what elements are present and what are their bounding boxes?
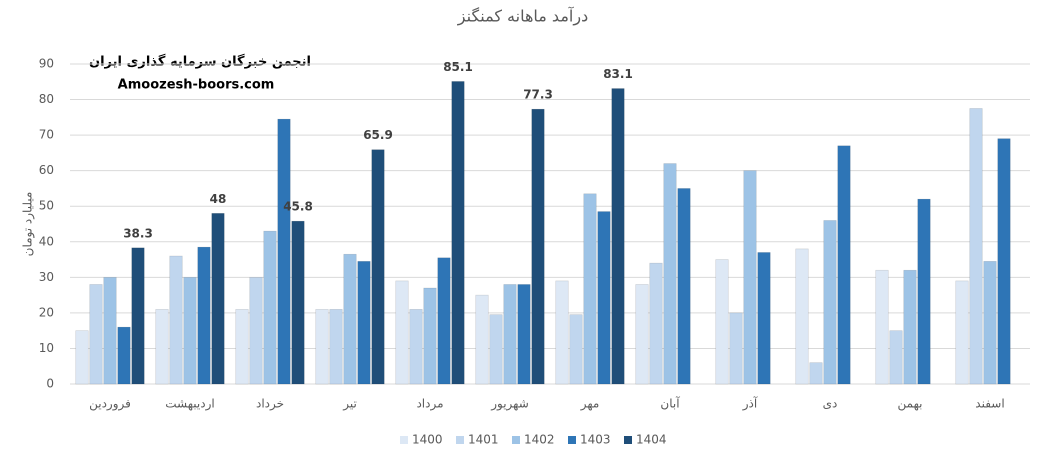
bar <box>729 312 743 385</box>
bar <box>743 170 757 385</box>
bar <box>155 309 169 385</box>
bar <box>277 118 291 385</box>
y-tick-label: 50 <box>39 199 54 213</box>
bar <box>475 294 489 385</box>
bar <box>663 163 677 385</box>
legend-label: 1402 <box>524 433 555 447</box>
bar <box>197 246 211 385</box>
bar <box>103 277 117 385</box>
bar <box>583 193 597 385</box>
bar <box>969 108 983 385</box>
data-label: 48 <box>210 192 227 206</box>
x-tick-label: آبان <box>660 396 680 411</box>
bar <box>917 198 931 385</box>
bar <box>329 309 343 385</box>
bar <box>423 287 437 385</box>
bar <box>889 330 903 385</box>
bar <box>795 248 809 385</box>
bar <box>89 284 103 385</box>
x-tick-label: مرداد <box>416 397 443 412</box>
x-tick-label: فروردین <box>89 397 131 412</box>
legend-label: 1400 <box>412 433 443 447</box>
bar <box>169 255 183 385</box>
data-label: 45.8 <box>283 200 313 214</box>
bar <box>555 280 569 385</box>
y-tick-label: 30 <box>39 270 54 284</box>
data-label: 65.9 <box>363 128 393 142</box>
bar <box>531 108 545 385</box>
y-tick-label: 60 <box>39 163 54 177</box>
data-label: 77.3 <box>523 88 553 102</box>
bar <box>823 220 837 385</box>
bar <box>503 284 517 385</box>
x-tick-label: شهریور <box>490 397 529 412</box>
x-tick-label: اردیبهشت <box>165 397 214 412</box>
y-tick-label: 80 <box>39 92 54 106</box>
bar <box>75 330 89 385</box>
bar <box>343 253 357 385</box>
bar <box>715 259 729 385</box>
y-tick-label: 0 <box>46 377 54 391</box>
y-tick-label: 90 <box>39 57 54 71</box>
bar <box>757 252 771 385</box>
bar <box>597 211 611 385</box>
y-tick-label: 70 <box>39 128 54 142</box>
bar <box>437 257 451 385</box>
chart-title: درآمد ماهانه کمنگنز <box>457 7 588 27</box>
x-tick-label: اسفند <box>975 397 1004 411</box>
legend-swatch <box>568 436 576 444</box>
y-axis-label: میلیارد تومان <box>21 192 36 257</box>
bar <box>997 138 1011 385</box>
data-label: 38.3 <box>123 226 153 240</box>
bar <box>409 309 423 385</box>
bar <box>395 280 409 385</box>
bar <box>983 261 997 385</box>
legend-swatch <box>456 436 464 444</box>
bar <box>291 220 305 385</box>
legend-swatch <box>624 436 632 444</box>
bar <box>183 277 197 385</box>
legend-label: 1404 <box>636 433 667 447</box>
watermark: انجمن خبرگان سرمایه گذاری ایران <box>89 54 311 70</box>
y-tick-label: 40 <box>39 234 54 248</box>
data-label: 83.1 <box>603 67 633 81</box>
legend-swatch <box>400 436 408 444</box>
bar <box>131 247 145 385</box>
bar <box>357 261 371 385</box>
x-tick-label: آذر <box>742 396 758 412</box>
x-tick-label: بهمن <box>898 397 923 412</box>
bar <box>211 213 225 385</box>
bar <box>117 326 131 385</box>
bar <box>875 269 889 385</box>
x-tick-label: مهر <box>580 397 600 412</box>
bar <box>809 362 823 385</box>
bar <box>249 277 263 385</box>
legend-swatch <box>512 436 520 444</box>
bar <box>837 145 851 385</box>
bar <box>263 230 277 385</box>
bar <box>955 280 969 385</box>
bar <box>649 262 663 385</box>
bar <box>315 309 329 385</box>
bar <box>677 188 691 385</box>
bar <box>517 284 531 385</box>
legend-label: 1403 <box>580 433 611 447</box>
x-tick-label: تیر <box>342 397 357 412</box>
bar <box>635 284 649 385</box>
data-label: 85.1 <box>443 60 473 74</box>
y-tick-label: 10 <box>39 341 54 355</box>
bar <box>451 81 465 385</box>
y-tick-label: 20 <box>39 305 54 319</box>
legend-label: 1401 <box>468 433 499 447</box>
watermark: Amoozesh-boors.com <box>118 78 275 93</box>
bar <box>569 314 583 385</box>
bar <box>611 88 625 385</box>
x-tick-label: خرداد <box>256 397 284 412</box>
bar <box>489 314 503 385</box>
bar <box>903 269 917 385</box>
bar <box>235 309 249 385</box>
x-tick-label: دی <box>823 397 838 411</box>
bar <box>371 149 385 385</box>
